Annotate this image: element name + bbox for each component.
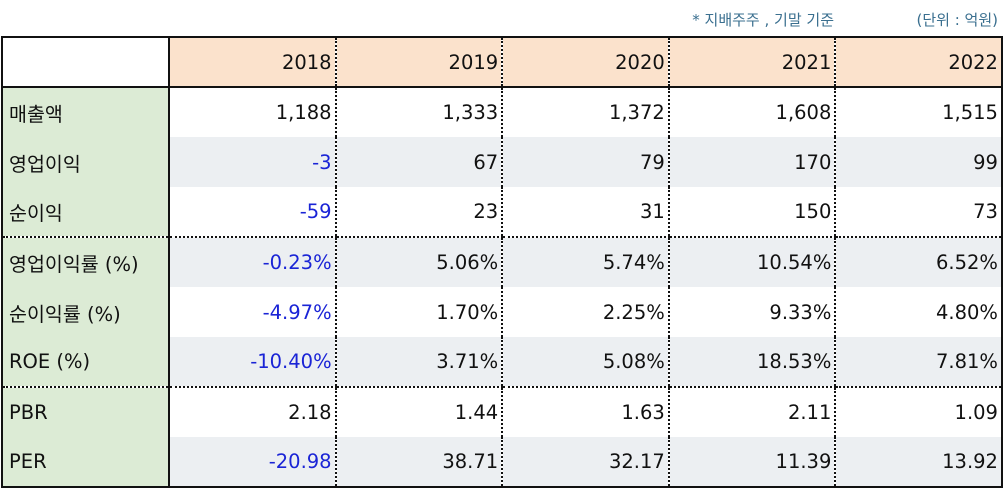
value-cell: 79: [501, 137, 669, 187]
table-row: ROE (%) -10.40% 3.71% 5.08% 18.53% 7.81%: [2, 337, 1002, 388]
year-header: 2022: [834, 37, 1002, 88]
value-cell: 6.52%: [834, 237, 1002, 287]
row-label: 매출액: [2, 87, 170, 137]
value-cell: 13.92: [834, 437, 1002, 487]
value-cell: 1.70%: [334, 287, 503, 337]
corner-cell: [2, 37, 170, 88]
value-cell: 73: [834, 187, 1002, 238]
value-cell: 2.11: [667, 387, 836, 437]
table-row: 순이익률 (%) -4.97% 1.70% 2.25% 9.33% 4.80%: [2, 287, 1002, 337]
row-label: 영업이익: [2, 137, 170, 187]
unit-note: (단위 : 억원): [916, 11, 999, 29]
year-header: 2020: [501, 37, 669, 88]
value-cell: 1,372: [501, 87, 669, 137]
value-cell: 99: [834, 137, 1002, 187]
value-cell: 4.80%: [834, 287, 1002, 337]
value-cell: 11.39: [667, 437, 836, 487]
value-cell: -20.98: [169, 437, 336, 487]
value-cell: 1.63: [501, 387, 669, 437]
year-header: 2021: [667, 37, 836, 88]
value-cell: 2.18: [288, 401, 332, 424]
value-cell: -3: [169, 137, 336, 187]
value-cell: 1,188: [275, 101, 332, 124]
year-header: 2018: [168, 37, 336, 88]
value-cell: 67: [334, 137, 503, 187]
value-cell: 2.25%: [501, 287, 669, 337]
table-row: 매출액 1,188 1,333 1,372 1,608 1,515: [2, 87, 1002, 137]
value-cell: 1,608: [667, 87, 836, 137]
value-cell: 1,515: [834, 87, 1002, 137]
value-cell: 150: [667, 187, 836, 238]
table-row: 영업이익 -3 67 79 170 99: [2, 137, 1002, 187]
header-row: 2018 2019 2020 2021 2022: [2, 37, 1002, 88]
financial-table: 2018 2019 2020 2021 2022 매출액 1,188 1,333…: [1, 36, 1003, 488]
value-cell: 31: [501, 187, 669, 238]
value-cell: -4.97%: [262, 300, 332, 324]
value-cell: 9.33%: [667, 287, 836, 337]
value-cell: 1.44: [334, 387, 503, 437]
table-row: PBR 2.18 1.44 1.63 2.11 1.09: [2, 387, 1002, 437]
value-cell: 23: [334, 187, 503, 238]
row-label: PER: [2, 437, 170, 487]
value-cell: 5.74%: [501, 237, 669, 287]
value-cell: 18.53%: [667, 337, 836, 388]
row-label: 순이익률 (%): [2, 287, 170, 337]
value-cell: 10.54%: [667, 237, 836, 287]
table-row: 영업이익률 (%) -0.23% 5.06% 5.74% 10.54% 6.52…: [2, 237, 1002, 287]
value-cell: -10.40%: [169, 337, 336, 388]
row-label: 순이익: [2, 187, 170, 238]
row-label: PBR: [2, 387, 170, 437]
value-cell: 5.06%: [334, 237, 503, 287]
value-cell: 170: [667, 137, 836, 187]
value-cell: 1.09: [834, 387, 1002, 437]
table-row: PER -20.98 38.71 32.17 11.39 13.92: [2, 437, 1002, 487]
value-cell: 5.08%: [501, 337, 669, 388]
value-cell: 7.81%: [834, 337, 1002, 388]
row-label: ROE (%): [2, 337, 170, 388]
table-row: 순이익 -59 23 31 150 73: [2, 187, 1002, 238]
value-cell: 38.71: [334, 437, 503, 487]
value-cell: 3.71%: [334, 337, 503, 388]
value-cell: -59: [169, 187, 336, 238]
basis-note: * 지배주주 , 기말 기준: [692, 11, 834, 29]
value-cell: -0.23%: [169, 237, 336, 287]
row-label: 영업이익률 (%): [2, 237, 170, 287]
value-cell: 1,333: [334, 87, 503, 137]
value-cell: 32.17: [501, 437, 669, 487]
year-header: 2019: [334, 37, 503, 88]
